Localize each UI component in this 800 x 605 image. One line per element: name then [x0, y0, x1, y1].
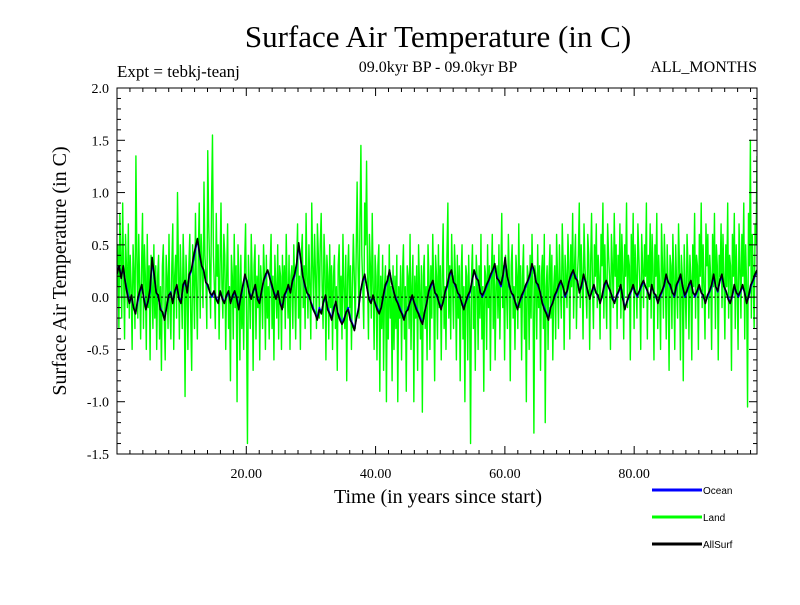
x-tick-label: 60.00 [489, 467, 521, 482]
plot-frame [116, 87, 758, 455]
chart-title: Surface Air Temperature (in C) [245, 19, 631, 54]
legend-label-land: Land [703, 513, 725, 524]
y-tick-label: 0.5 [92, 239, 110, 254]
months-label: ALL_MONTHS [650, 59, 757, 76]
legend-label-allsurf: AllSurf [703, 540, 733, 551]
x-tick-label: 40.00 [360, 467, 392, 482]
y-tick-label: 1.5 [92, 134, 110, 149]
y-tick-label: -1.0 [87, 396, 109, 411]
experiment-label: Expt = tebkj-teanj [117, 62, 240, 81]
y-axis-label: Surface Air Temperature (in C) [49, 146, 71, 395]
x-tick-label: 80.00 [618, 467, 650, 482]
y-tick-label: -0.5 [87, 343, 109, 358]
series-allsurf-line [117, 237, 757, 332]
x-axis-label: Time (in years since start) [334, 486, 542, 508]
y-tick-label: 0.0 [92, 291, 110, 306]
series-land-line [117, 134, 757, 445]
period-label: 09.0kyr BP - 09.0kyr BP [359, 59, 518, 76]
y-tick-label: 2.0 [92, 82, 110, 97]
legend: Ocean Land AllSurf [652, 486, 733, 551]
x-tick-label: 20.00 [231, 467, 263, 482]
y-tick-label: -1.5 [87, 448, 109, 463]
legend-label-ocean: Ocean [703, 486, 732, 497]
y-tick-label: 1.0 [92, 187, 110, 202]
